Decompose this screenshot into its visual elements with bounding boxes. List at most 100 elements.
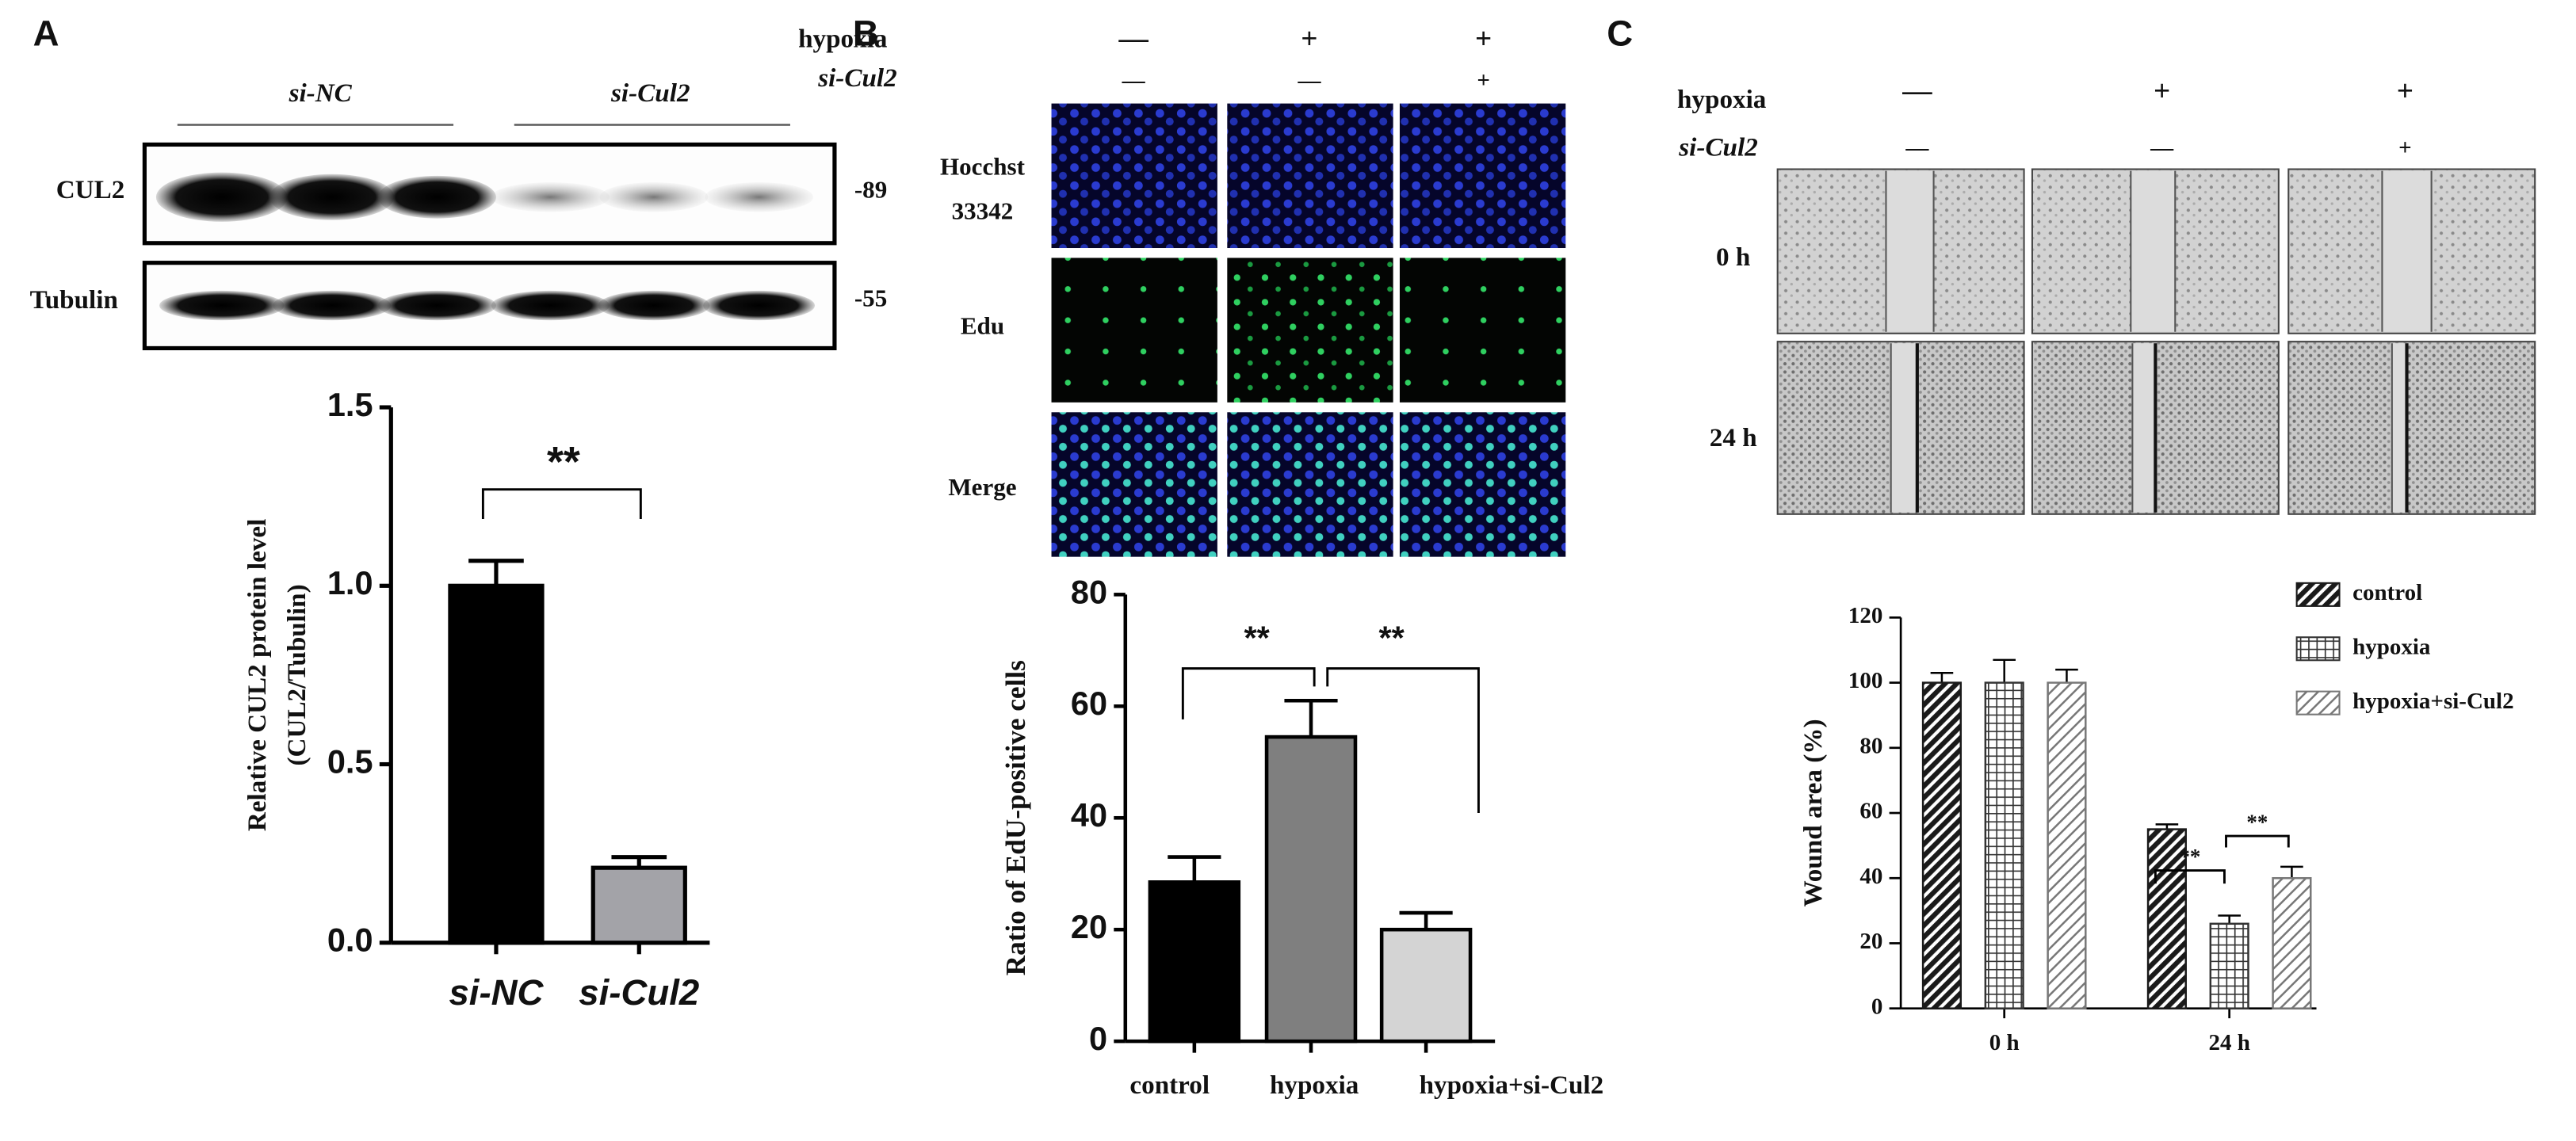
row-label: 33342 [952,197,1014,225]
annotation: ** [547,438,580,486]
bar [2047,681,2087,1009]
band [703,290,816,321]
annotation: ** [2246,811,2268,834]
row-label: 24 h [1710,423,1757,452]
condition-sign: — [1905,135,1929,160]
annotation: ** [1378,619,1405,656]
legend-swatch [2295,636,2341,662]
bar [1984,681,2024,1009]
fluorescence-image [1399,258,1566,403]
significance-bracket [2154,869,2226,884]
annotation: ** [1244,619,1270,656]
legend-label: hypoxia+si-Cul2 [2352,689,2513,714]
fluorescence-image [1051,258,1217,403]
wound-gap [2382,170,2432,332]
annotation: ** [2179,845,2200,868]
condition-sign: + [1475,22,1492,55]
condition-sign: + [1477,67,1490,93]
band [491,182,610,212]
condition-sign: + [2398,135,2412,160]
condition-label: si-Cul2 [817,63,897,93]
significance-bracket [1326,667,1480,814]
y-tick-label: 0 [1871,994,1883,1019]
condition-sign: — [2150,135,2174,160]
group-label: si-NC [289,78,353,108]
significance-bracket [481,488,642,520]
y-tick-label: 0 [1089,1020,1107,1057]
row-label: Hocchst [940,153,1026,181]
bar [1921,681,1963,1009]
legend-swatch [2295,582,2341,607]
y-axis-label: Relative CUL2 protein level [243,519,272,831]
row-label: 0 h [1716,242,1750,272]
x-tick-label: 0 h [1989,1030,2020,1055]
y-tick-label: 60 [1859,799,1882,824]
bar [1148,880,1241,1044]
bar [448,583,545,945]
y-tick-label: 0.5 [327,742,373,780]
condition-sign: — [1122,67,1146,93]
row-label: Tubulin [30,285,118,315]
row-label: Merge [948,473,1016,501]
row-label: CUL2 [56,175,125,204]
x-tick-label: si-Cul2 [579,972,699,1013]
panel-label: A [33,13,59,54]
y-tick-label: 40 [1859,864,1882,889]
bar [1379,927,1473,1044]
wound-gap [1886,170,1934,332]
fluorescence-image [1051,103,1217,249]
wound-gap [1890,343,1917,513]
fluorescence-image [1399,412,1566,557]
condition-sign: + [2397,75,2414,108]
condition-sign: + [1301,22,1317,55]
wound-gap [2391,343,2407,513]
x-tick-label: control [1129,1070,1210,1100]
y-axis-label: Wound area (%) [1798,719,1828,906]
y-tick-label: 1.0 [327,564,373,601]
y-tick-label: 80 [1859,733,1882,758]
panel-label: C [1607,13,1633,54]
condition-sign: — [1297,67,1321,93]
band [377,175,496,219]
band [491,290,610,321]
marker: -89 [854,176,887,204]
significance-bracket [2225,834,2290,848]
wound-gap [2132,343,2156,513]
bar [2272,876,2312,1009]
condition-label: hypoxia [1677,85,1767,114]
bar [2209,922,2249,1009]
bar [590,865,687,945]
significance-bracket [1181,667,1316,719]
panel-label: B [853,13,879,54]
fluorescence-image [1227,103,1393,249]
fluorescence-image [1051,412,1217,557]
wound-gap [2131,170,2176,332]
x-tick-label: 24 h [2208,1030,2249,1055]
condition-sign: + [2154,75,2170,108]
y-axis-label: Ratio of EdU-positive cells [1000,660,1031,975]
band [155,172,288,222]
bar [1264,735,1358,1044]
x-tick-label: si-NC [449,972,544,1013]
x-tick-label: hypoxia [1270,1070,1359,1100]
fluorescence-image [1399,103,1566,249]
band [599,182,709,212]
y-tick-label: 120 [1848,603,1883,628]
condition-label: hypoxia [798,24,888,53]
y-axis-label: (CUL2/Tubulin) [282,584,311,765]
row-label: Edu [961,312,1004,340]
legend-label: control [2352,580,2422,605]
y-tick-label: 80 [1071,573,1107,610]
condition-label: si-Cul2 [1678,132,1758,162]
y-tick-label: 40 [1071,796,1107,834]
condition-sign: — [1901,75,1932,108]
fluorescence-image [1227,412,1393,557]
legend-swatch [2295,690,2341,716]
legend-label: hypoxia [2352,634,2431,659]
y-tick-label: 0.0 [327,922,373,959]
marker: -55 [854,284,887,311]
y-tick-label: 20 [1859,929,1882,954]
y-tick-label: 60 [1071,685,1107,722]
band [377,290,496,321]
